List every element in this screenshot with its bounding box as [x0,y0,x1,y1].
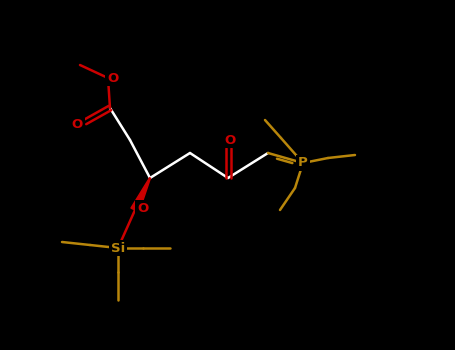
Text: O: O [224,133,236,147]
Text: O: O [137,202,149,215]
Text: Si: Si [111,241,125,254]
Text: O: O [107,71,119,84]
Polygon shape [131,178,151,212]
Text: P: P [298,156,308,169]
Text: O: O [71,118,83,131]
